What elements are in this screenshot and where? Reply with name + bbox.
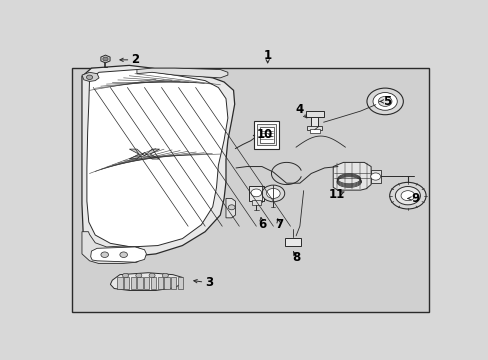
Circle shape — [101, 252, 108, 257]
FancyBboxPatch shape — [72, 68, 428, 312]
Polygon shape — [129, 149, 159, 159]
FancyBboxPatch shape — [254, 121, 279, 149]
Polygon shape — [90, 247, 146, 262]
FancyBboxPatch shape — [117, 276, 122, 289]
Circle shape — [378, 96, 391, 107]
FancyBboxPatch shape — [257, 125, 276, 145]
FancyBboxPatch shape — [137, 276, 142, 289]
FancyBboxPatch shape — [309, 129, 319, 133]
Circle shape — [136, 273, 142, 278]
FancyBboxPatch shape — [178, 276, 183, 289]
FancyBboxPatch shape — [157, 276, 163, 289]
Circle shape — [162, 273, 168, 278]
Polygon shape — [332, 162, 370, 190]
FancyBboxPatch shape — [248, 186, 264, 201]
FancyBboxPatch shape — [171, 276, 176, 289]
Text: 1: 1 — [263, 49, 271, 62]
Circle shape — [228, 205, 235, 210]
FancyBboxPatch shape — [144, 276, 149, 289]
Text: 2: 2 — [131, 53, 139, 66]
Circle shape — [250, 189, 261, 197]
Text: 6: 6 — [257, 218, 265, 231]
Circle shape — [149, 273, 155, 278]
FancyBboxPatch shape — [311, 112, 317, 128]
Polygon shape — [225, 198, 235, 218]
Polygon shape — [137, 68, 227, 78]
FancyBboxPatch shape — [259, 127, 274, 143]
Circle shape — [366, 88, 403, 115]
Circle shape — [102, 57, 108, 61]
Polygon shape — [101, 55, 110, 63]
Circle shape — [372, 93, 396, 110]
FancyBboxPatch shape — [151, 276, 156, 289]
Circle shape — [266, 188, 280, 198]
Circle shape — [400, 191, 414, 201]
Polygon shape — [82, 72, 99, 81]
Text: 3: 3 — [204, 276, 213, 289]
Circle shape — [262, 185, 284, 202]
Polygon shape — [82, 232, 144, 264]
FancyBboxPatch shape — [123, 276, 129, 289]
FancyBboxPatch shape — [370, 170, 380, 183]
Polygon shape — [82, 66, 234, 257]
Polygon shape — [110, 273, 182, 291]
Text: 10: 10 — [256, 128, 273, 141]
Circle shape — [395, 186, 420, 205]
Circle shape — [389, 183, 425, 209]
FancyBboxPatch shape — [164, 276, 169, 289]
Text: 7: 7 — [274, 218, 283, 231]
FancyBboxPatch shape — [130, 276, 136, 289]
FancyBboxPatch shape — [307, 126, 321, 130]
FancyBboxPatch shape — [305, 111, 323, 117]
Text: 9: 9 — [410, 192, 419, 205]
Text: 8: 8 — [291, 251, 300, 264]
Circle shape — [122, 273, 128, 278]
Circle shape — [120, 252, 127, 257]
Circle shape — [370, 173, 380, 180]
Text: 11: 11 — [328, 188, 345, 201]
Circle shape — [86, 75, 92, 80]
Text: 5: 5 — [382, 95, 390, 108]
Polygon shape — [87, 69, 227, 247]
Text: 4: 4 — [295, 103, 304, 116]
FancyBboxPatch shape — [285, 238, 300, 246]
FancyBboxPatch shape — [251, 201, 260, 204]
